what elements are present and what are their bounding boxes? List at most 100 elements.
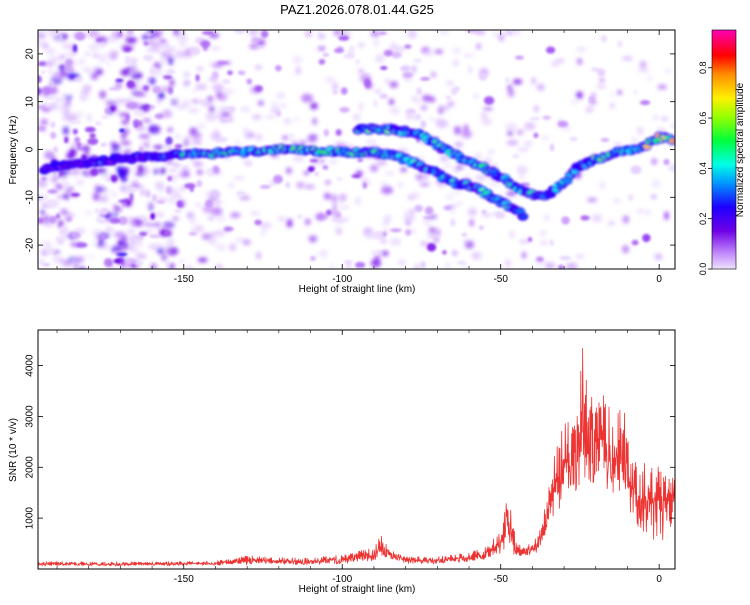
noise-blob [75,32,86,41]
noise-blob [403,210,409,214]
noise-blob [39,195,49,199]
spectrogram-x-label: Height of straight line (km) [299,284,416,295]
noise-blob [631,239,639,246]
noise-blob [38,125,47,132]
snr-x-axis: -150 -100 -50 0 [56,330,662,585]
spectrogram-y-tick-label: -10 [25,190,36,205]
noise-blob [468,66,473,74]
noise-blob [64,102,71,109]
noise-blob [242,239,251,246]
noise-blob [378,31,387,35]
noise-blob [664,211,669,221]
noise-blob [158,42,170,48]
noise-blob [514,30,521,37]
colorbar-swatch [712,97,736,101]
noise-blob [233,176,245,181]
noise-blob [109,217,121,224]
snr-panel: -150 -100 -50 0 1000 2000 3000 4000 Height of … [8,329,676,595]
noise-blob [381,186,393,195]
colorbar-swatch [712,221,736,224]
noise-blob [109,105,117,112]
noise-blob [72,44,78,53]
noise-blob [126,102,139,110]
colorbar-swatch [712,95,736,99]
colorbar-swatch [712,165,736,169]
noise-blob [148,245,156,249]
colorbar-tick-label: 0.0 [698,263,708,276]
colorbar-swatch [712,239,736,242]
noise-blob [243,127,250,137]
noise-blob [143,222,156,228]
noise-blob [464,240,475,249]
noise-blob [84,52,91,56]
noise-blob [229,114,234,124]
noise-blob [294,117,300,122]
noise-blob [81,87,90,96]
noise-blob [469,219,474,227]
noise-blob [136,93,146,97]
noise-blob [651,158,657,165]
colorbar-swatch [712,101,736,105]
noise-blob [106,103,118,108]
noise-blob [428,117,435,122]
colorbar-frame [711,29,737,270]
noise-blob [123,46,132,53]
noise-blob [383,50,393,57]
noise-blob [370,30,380,38]
noise-blob [630,165,642,175]
noise-blob [317,30,323,37]
colorbar-swatch [712,131,736,135]
noise-blob [544,214,550,221]
noise-blob [126,30,134,37]
noise-blob [116,171,128,179]
noise-blob [94,207,100,215]
spectrogram-y-axis: -20 -10 0 10 20 [25,48,675,252]
noise-blob [422,172,429,181]
noise-blob [136,250,141,254]
noise-blob [165,260,171,268]
noise-blob [507,131,513,136]
noise-blob [364,79,372,89]
noise-blob [651,179,661,188]
noise-blob [152,194,157,202]
noise-blob [165,159,174,165]
noise-blob [202,205,213,213]
noise-blob [260,30,269,38]
colorbar-swatch [712,163,736,167]
noise-blob [153,145,164,149]
noise-blob [250,36,261,44]
noise-blob [163,231,169,236]
noise-blob [80,93,87,101]
noise-blob [420,77,431,81]
noise-blob [515,55,524,60]
noise-blob [416,87,423,96]
noise-blob [531,77,536,85]
noise-blob [424,206,434,216]
noise-blob [59,228,68,236]
noise-blob [504,30,515,35]
noise-blob [640,100,651,106]
noise-blob [376,160,387,166]
colorbar-swatch [712,30,736,33]
noise-blob [52,72,61,82]
colorbar-swatch [712,93,736,97]
noise-blob [330,217,338,222]
noise-blob [254,219,262,226]
snr-y-label: SNR (10 * v/v) [8,418,19,482]
noise-blob [115,78,124,83]
noise-blob [42,61,55,67]
noise-blob [141,253,146,259]
noise-blob [105,177,111,182]
noise-blob [443,205,452,211]
noise-blob [132,119,141,126]
noise-blob [379,93,389,100]
noise-blob [540,135,551,140]
noise-blob [128,187,138,192]
noise-blob [43,130,49,134]
colorbar-swatch [712,65,736,69]
noise-blob [461,233,467,237]
noise-blob [98,195,109,203]
noise-blob [237,70,246,76]
colorbar-swatch [712,41,736,45]
noise-blob [639,60,647,69]
